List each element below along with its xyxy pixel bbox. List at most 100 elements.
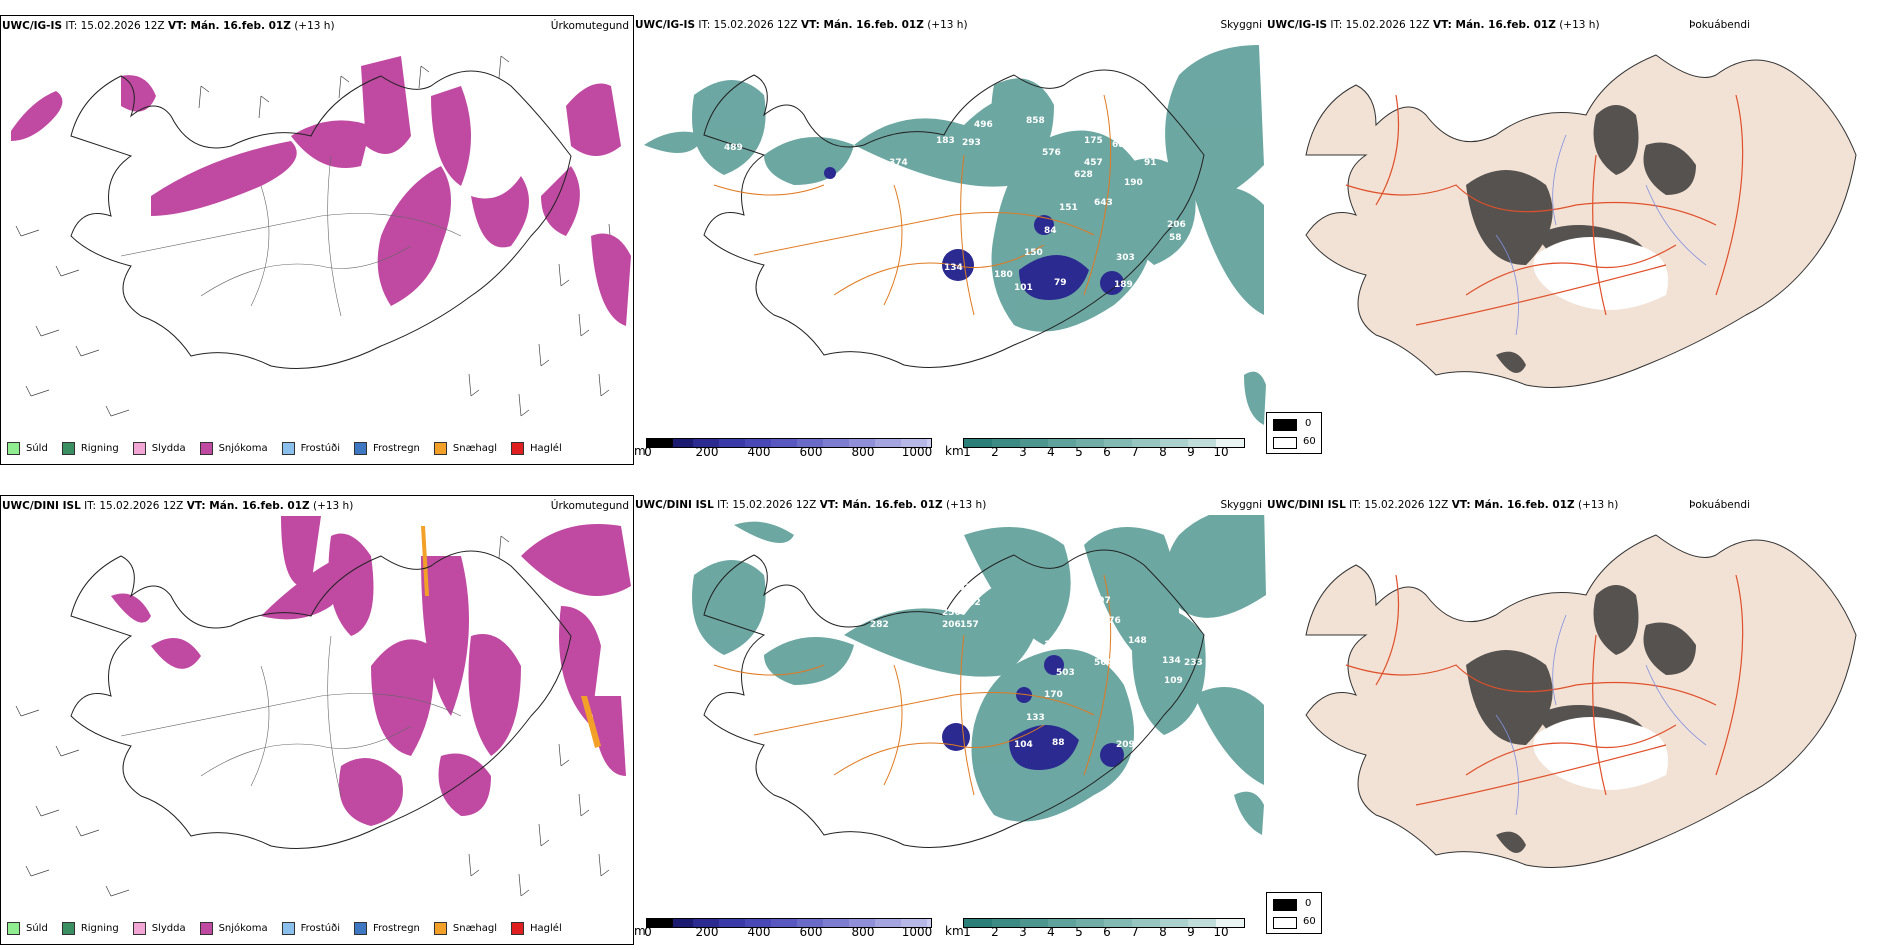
snow-areas — [11, 56, 631, 326]
colorbar-unit: km — [945, 444, 964, 458]
colorbar-ramp — [963, 918, 1245, 928]
iceland-outline — [70, 550, 572, 849]
iceland-outline — [70, 70, 572, 369]
panel-header: UWC/DINI ISL IT: 15.02.2026 12Z VT: Mán.… — [2, 500, 354, 512]
low-cloud-areas — [942, 655, 1124, 770]
cloud-base-label: 140 — [1044, 640, 1063, 650]
cloud-base-label: 282 — [870, 620, 889, 630]
legend-swatch — [354, 442, 367, 455]
cloud-base-label: 527 — [764, 198, 783, 208]
legend-item: Haglél — [511, 442, 562, 455]
colorbar-tick: 4 — [1047, 445, 1055, 459]
colorbar-tick: 400 — [747, 925, 771, 939]
colorbar-tick: 8 — [1159, 925, 1167, 939]
colorbar-unit: m — [634, 924, 646, 938]
legend-item: Slydda — [132, 922, 186, 935]
road-lines — [713, 574, 1112, 796]
legend-item: Snæhagl — [433, 442, 497, 455]
colorbar-tick: 7 — [1131, 925, 1139, 939]
precip-type-panel-bottom: UWC/DINI ISL IT: 15.02.2026 12Z VT: Mán.… — [0, 495, 634, 945]
precip-type-panel-top: UWC/IG-IS IT: 15.02.2026 12Z VT: Mán. 16… — [0, 15, 634, 465]
colorbar-tick: 9 — [1187, 925, 1195, 939]
cloud-base-label: 643 — [1094, 198, 1113, 208]
cloud-base-label: 189 — [1114, 280, 1133, 290]
cloud-base-label: 170 — [1044, 690, 1063, 700]
river-lines — [1495, 614, 1707, 816]
colorbar-tick: 5 — [1075, 445, 1083, 459]
road-lines — [713, 94, 1112, 316]
colorbar-tick: 6 — [1103, 445, 1111, 459]
cloud-base-label: 134 — [944, 263, 963, 273]
cloud-base-label: 175 — [1084, 136, 1103, 146]
colorbar-tick: 1000 — [901, 445, 933, 459]
legend-swatch — [511, 442, 525, 455]
cloud-base-label: 157 — [960, 620, 979, 630]
low-visibility-areas — [644, 45, 1266, 425]
cloud-base-label: 183 — [936, 136, 955, 146]
cloud-base-label: 457 — [1084, 158, 1103, 168]
fog-index-legend: 0 60 — [1266, 892, 1322, 934]
legend-swatch-black — [1273, 899, 1297, 911]
legend-swatch — [199, 922, 213, 935]
graupel-areas — [421, 526, 601, 748]
colorbar-ramp — [646, 918, 932, 928]
legend-swatch — [354, 922, 367, 935]
legend-swatch — [132, 922, 146, 935]
cloud-base-label: 134 — [1162, 656, 1181, 666]
panel-title: Þokuábendi — [1689, 499, 1750, 511]
legend-swatch — [511, 922, 525, 935]
legend-value-60: 60 — [1303, 436, 1316, 447]
legend-item: Frostúði — [281, 922, 340, 935]
cloud-base-label: 503 — [1056, 668, 1075, 678]
cloud-base-label: 58 — [1169, 233, 1182, 243]
colorbar-tick: 8 — [1159, 445, 1167, 459]
clear-areas — [1533, 237, 1668, 310]
low-visibility-areas — [692, 515, 1266, 835]
colorbar-ramp — [963, 438, 1245, 448]
fog-index-panel-top: UWC/IG-IS IT: 15.02.2026 12Z VT: Mán. 16… — [1266, 15, 1900, 465]
panel-header: UWC/DINI ISL IT: 15.02.2026 12Z VT: Mán.… — [635, 499, 987, 511]
visibility-colorbar: km 1 2 3 4 5 6 7 8 9 10 — [945, 918, 1265, 944]
colorbar-tick: 200 — [695, 445, 719, 459]
legend-value-60: 60 — [1303, 916, 1316, 927]
colorbar-tick: 800 — [851, 925, 875, 939]
colorbar-tick: 600 — [799, 445, 823, 459]
snow-areas — [111, 516, 631, 826]
panel-header: UWC/IG-IS IT: 15.02.2026 12Z VT: Mán. 16… — [2, 20, 335, 32]
iceland-outline — [703, 69, 1205, 368]
cloud-base-label: 88 — [1052, 738, 1065, 748]
fog-index-map — [1305, 534, 1857, 868]
colorbar-tick: 3 — [1019, 925, 1027, 939]
cloud-base-label: 233 — [1184, 658, 1203, 668]
panel-header: UWC/DINI ISL IT: 15.02.2026 12Z VT: Mán.… — [1267, 499, 1619, 511]
road-lines — [120, 635, 462, 797]
colorbar-tick: 5 — [1075, 925, 1083, 939]
legend-swatch — [433, 442, 447, 455]
cloud-base-label: 628 — [1074, 170, 1093, 180]
colorbar-tick: 7 — [1131, 445, 1139, 459]
cloud-base-label: 976 — [1102, 616, 1121, 626]
legend-value-0: 0 — [1305, 898, 1312, 909]
cloud-base-label: 503 — [952, 583, 971, 593]
legend-item: Súld — [7, 442, 48, 455]
colorbar-ramp — [646, 438, 932, 448]
legend-swatch — [281, 922, 295, 935]
cloud-base-label: 101 — [1014, 283, 1033, 293]
colorbar-tick: 2 — [991, 445, 999, 459]
clear-areas — [1533, 717, 1668, 790]
legend-swatch-white — [1273, 437, 1297, 449]
visibility-map: 503 342 250 206 157 282 197 976 692 140 … — [692, 515, 1266, 848]
river-lines — [1495, 134, 1707, 336]
visibility-colorbar: km 1 2 3 4 5 6 7 8 9 10 — [945, 438, 1265, 464]
legend-item: Snjókoma — [199, 442, 268, 455]
cloud-base-label: 150 — [1024, 248, 1043, 258]
legend-item: Haglél — [511, 922, 562, 935]
low-cloud-areas — [824, 167, 1124, 300]
legend-value-0: 0 — [1305, 418, 1312, 429]
legend-swatch-white — [1273, 917, 1297, 929]
road-lines — [1345, 574, 1744, 806]
colorbar-tick: 2 — [991, 925, 999, 939]
legend-item: Frostúði — [281, 442, 340, 455]
cloud-base-label: 342 — [962, 598, 981, 608]
cloud-base-label: 858 — [1026, 116, 1045, 126]
